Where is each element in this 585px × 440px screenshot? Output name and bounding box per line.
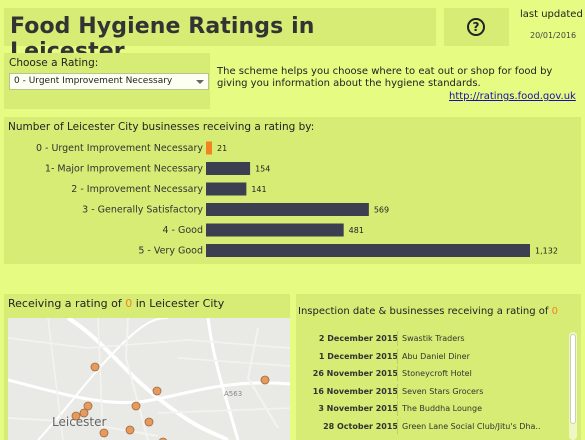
map-place-label: Leicester: [52, 415, 107, 429]
category-label: 3 - Generally Satisfactory: [82, 205, 203, 216]
map-marker[interactable]: [260, 375, 270, 385]
business-name: Abu Daniel Diner: [402, 351, 470, 361]
title-panel: Food Hygiene Ratings in Leicester: [4, 8, 436, 64]
inspection-date: 2 December 2015: [318, 334, 398, 343]
category-label: 2 - Improvement Necessary: [71, 184, 203, 195]
inspection-date: 1 December 2015: [318, 351, 398, 361]
data-label: 569: [374, 206, 389, 215]
rating-filter-label: Choose a Rating:: [9, 57, 99, 69]
inspection-date: 28 October 2015: [323, 421, 398, 431]
business-name: The Buddha Lounge: [402, 404, 483, 413]
map-title-suffix: in Leicester City: [132, 297, 225, 310]
bar[interactable]: [206, 223, 344, 237]
page-title: Food Hygiene Ratings in Leicester: [10, 14, 315, 64]
business-name: Seven Stars Grocers: [402, 386, 484, 396]
list-item[interactable]: 2 December 2015 Swastik Traders: [296, 330, 568, 348]
bar[interactable]: [206, 141, 213, 155]
business-name: Swastik Traders: [402, 334, 465, 343]
list-scroll-thumb[interactable]: [570, 334, 576, 424]
map-road-label: A563: [224, 390, 242, 398]
map-marker[interactable]: [131, 401, 141, 411]
last-updated-label: last updated: [520, 9, 583, 20]
inspection-date: 16 November 2015: [312, 386, 398, 396]
bar[interactable]: [206, 182, 247, 196]
map-marker[interactable]: [99, 428, 109, 438]
map-title: Receiving a rating of 0 in Leicester Cit…: [8, 297, 224, 310]
category-label: 0 - Urgent Improvement Necessary: [36, 143, 203, 154]
data-label: 21: [217, 144, 227, 153]
last-updated-date: 20/01/2016: [530, 31, 577, 40]
map-canvas[interactable]: Leicester A563: [8, 318, 290, 440]
list-title-rating: 0: [551, 306, 558, 317]
map-roads: [8, 318, 290, 440]
category-label: 5 - Very Good: [138, 246, 203, 257]
map-title-rating: 0: [125, 297, 133, 310]
scheme-description: The scheme helps you choose where to eat…: [217, 66, 553, 89]
data-label: 481: [349, 226, 364, 235]
map-marker[interactable]: [125, 425, 135, 435]
inspection-date: 26 November 2015: [312, 369, 398, 378]
ratings-bar-chart: 0 - Urgent Improvement Necessary 21 1- Maj…: [36, 141, 558, 257]
list-scrollbar[interactable]: [569, 332, 577, 440]
category-label: 4 - Good: [162, 225, 203, 236]
help-panel[interactable]: ?: [444, 8, 509, 46]
ratings-chart-panel: Number of Leicester City businesses rece…: [4, 117, 581, 264]
inspection-list-panel: Inspection date & businesses receiving a…: [296, 294, 581, 440]
ratings-link[interactable]: http://ratings.food.gov.uk: [449, 91, 576, 102]
map-title-prefix: Receiving a rating of: [8, 297, 126, 310]
inspection-list[interactable]: 2 December 2015 Swastik Traders 1 Decembe…: [296, 330, 568, 435]
map-marker[interactable]: [83, 401, 93, 411]
business-map[interactable]: Leicester A563: [8, 318, 290, 440]
business-name: Green Lane Social Club/Jitu's Dha..: [402, 421, 541, 431]
map-panel: Receiving a rating of 0 in Leicester Cit…: [4, 294, 290, 440]
list-title: Inspection date & businesses receiving a…: [298, 306, 558, 317]
chart-title: Number of Leicester City businesses rece…: [8, 121, 315, 133]
bar[interactable]: [206, 203, 369, 216]
map-marker[interactable]: [71, 411, 81, 421]
bar[interactable]: [206, 244, 530, 257]
data-label: 141: [251, 185, 266, 194]
chevron-down-icon[interactable]: [196, 80, 204, 84]
question-circle-icon[interactable]: ?: [467, 18, 485, 36]
category-label: 1- Major Improvement Necessary: [45, 164, 203, 175]
list-item[interactable]: 28 October 2015 Green Lane Social Club/Ji…: [296, 418, 568, 436]
rating-select[interactable]: 0 - Urgent Improvement Necessary: [9, 73, 209, 90]
list-item[interactable]: 26 November 2015 Stoneycroft Hotel: [296, 365, 568, 383]
list-title-prefix: Inspection date & businesses receiving a…: [298, 306, 552, 317]
map-marker[interactable]: [152, 386, 162, 396]
data-label: 1,132: [535, 247, 558, 256]
rating-select-value: 0 - Urgent Improvement Necessary: [14, 76, 173, 86]
bar[interactable]: [206, 162, 251, 175]
map-marker[interactable]: [79, 408, 89, 418]
list-item[interactable]: 3 November 2015 The Buddha Lounge: [296, 400, 568, 418]
business-name: Stoneycroft Hotel: [402, 369, 472, 378]
map-marker[interactable]: [144, 417, 154, 427]
list-item[interactable]: 16 November 2015 Seven Stars Grocers: [296, 383, 568, 401]
map-markers[interactable]: [71, 362, 270, 440]
rating-filter-panel: Choose a Rating: 0 - Urgent Improvement …: [4, 53, 210, 109]
list-item[interactable]: 1 December 2015 Abu Daniel Diner: [296, 348, 568, 366]
data-label: 154: [255, 165, 270, 174]
inspection-date: 3 November 2015: [318, 404, 398, 413]
map-marker[interactable]: [90, 362, 100, 372]
